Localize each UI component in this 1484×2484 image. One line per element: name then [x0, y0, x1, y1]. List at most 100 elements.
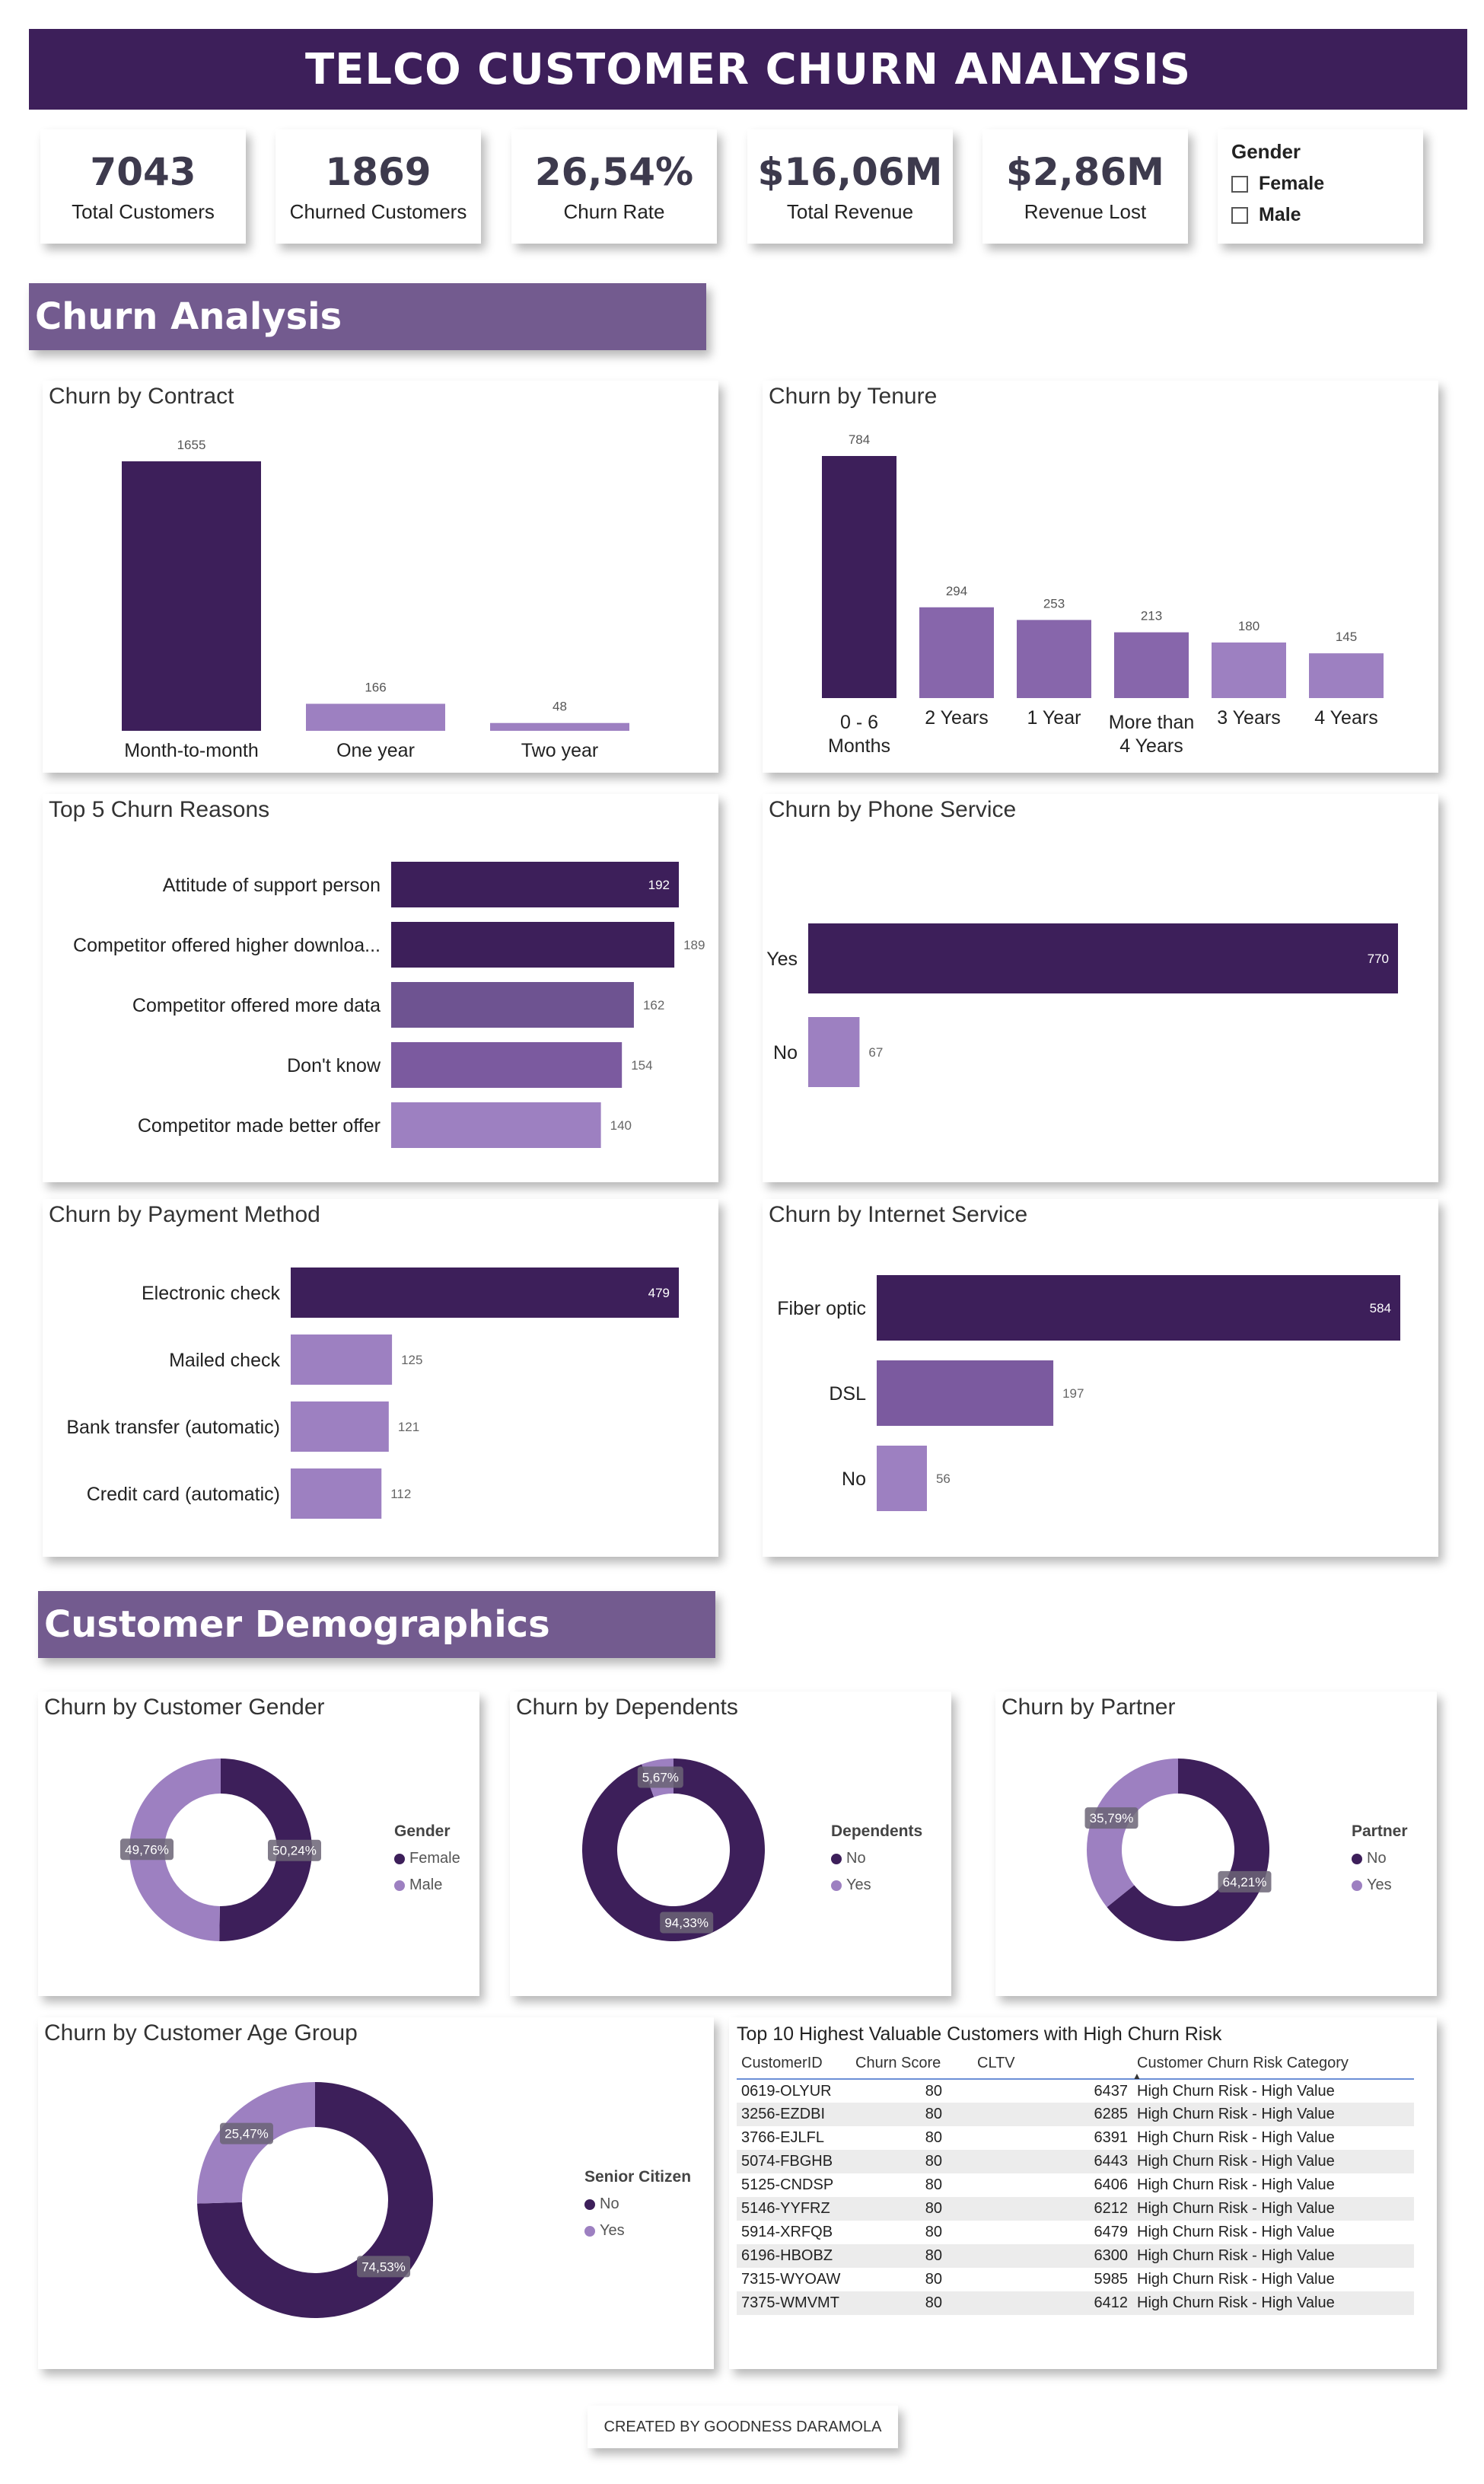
category-label-2: Bank transfer (automatic) [66, 1417, 280, 1438]
category-label-2: 1 Year [1027, 707, 1081, 729]
table-cell: 80 [851, 2103, 973, 2126]
category-label-1: One year [336, 740, 415, 761]
category-label-2: Competitor offered more data [132, 995, 381, 1016]
category-label-2: Two year [521, 740, 598, 761]
legend-label: No [1367, 1850, 1387, 1867]
bar-2 [291, 1401, 389, 1452]
category-label-0: Electronic check [142, 1283, 281, 1304]
table-row[interactable]: 6196-HBOBZ 80 6300 High Churn Risk - High V… [737, 2244, 1414, 2268]
footer-credit: CREATED BY GOODNESS DARAMOLA [588, 2406, 898, 2448]
bar-0 [391, 862, 679, 907]
kpi-label: Churn Rate [563, 199, 665, 223]
table-cell: High Churn Risk - High Value [1132, 2291, 1414, 2315]
legend-title: Senior Citizen [584, 2168, 692, 2186]
table-cell: 5914-XRFQB [741, 2224, 833, 2240]
chart-title: Churn by Customer Gender [44, 1695, 325, 1720]
category-label-0: Yes [766, 949, 798, 970]
chart-gender: 50,24% 49,76% [120, 1759, 321, 1941]
legend-label: No [846, 1850, 866, 1867]
slice-label-0: 64,21% [1223, 1875, 1267, 1889]
legend-item: Yes [584, 2222, 691, 2240]
chart-title: Top 5 Churn Reasons [49, 797, 270, 822]
table-cell: High Churn Risk - High Value [1132, 2150, 1414, 2173]
chart-card-dependents: Churn by Dependents 94,33% 5,67% Dependen… [510, 1692, 951, 1996]
table-cell: High Churn Risk - High Value [1137, 2224, 1335, 2240]
legend-label: Male [409, 1877, 443, 1893]
chart-card-partner: Churn by Partner 64,21% 35,79% Partner No… [995, 1692, 1437, 1996]
bar-5 [1309, 653, 1384, 698]
column-header-customer-id[interactable]: CustomerID [737, 2050, 851, 2080]
chart-card-gender: Churn by Customer Gender 50,24% 49,76% Ge… [38, 1692, 479, 1996]
slicer-header: Gender [1231, 140, 1301, 163]
bar-1 [919, 607, 994, 698]
legend-dot [394, 1880, 405, 1891]
bar-2 [391, 982, 634, 1028]
table-body: 0619-OLYUR 80 6437 High Churn Risk - High V… [737, 2079, 1414, 2315]
table-row[interactable]: 5074-FBGHB 80 6443 High Churn Risk - High V… [737, 2150, 1414, 2173]
category-label-0: Month-to-month [124, 740, 258, 761]
bar-0 [122, 461, 261, 731]
table-cell: 80 [851, 2291, 973, 2315]
legend-item: Yes [1352, 1877, 1408, 1894]
data-label-3: 112 [390, 1487, 411, 1501]
gender-slicer: Gender Female Male [1218, 129, 1423, 244]
kpi-value: 1869 [325, 149, 432, 194]
table-cell: High Churn Risk - High Value [1137, 2129, 1335, 2146]
bar-1 [877, 1360, 1054, 1426]
slice-label-bg-1 [1084, 1807, 1138, 1829]
kpi-value: $16,06M [757, 149, 943, 194]
table-row[interactable]: 5146-YYFRZ 80 6212 High Churn Risk - High V… [737, 2197, 1414, 2221]
table-cell: High Churn Risk - High Value [1132, 2103, 1414, 2126]
kpi-value: $2,86M [1006, 149, 1164, 194]
data-label-1: 197 [1062, 1386, 1084, 1401]
table-cell: 80 [851, 2244, 973, 2268]
table-row[interactable]: 7375-WMVMT 80 6412 High Churn Risk - High V… [737, 2291, 1414, 2315]
table-card-high-risk-customers: Top 10 Highest Valuable Customers with H… [729, 2017, 1437, 2369]
column-header-churn-score[interactable]: Churn Score [851, 2050, 973, 2080]
column-header-cltv[interactable]: CLTV [973, 2050, 1132, 2080]
slice-1 [1087, 1759, 1178, 1908]
category-label-3: More than 4 Years [1109, 712, 1195, 757]
table-row[interactable]: 3256-EZDBI 80 6285 High Churn Risk - High V… [737, 2103, 1414, 2126]
slice-label-0: 50,24% [272, 1844, 317, 1858]
data-label-1: 294 [946, 584, 967, 598]
table-row[interactable]: 5125-CNDSP 80 6406 High Churn Risk - High V… [737, 2173, 1414, 2197]
table-cell: 6391 [1094, 2129, 1129, 2146]
high-risk-customers-table: CustomerID Churn Score CLTV Customer Chu… [737, 2050, 1414, 2315]
category-label-4: Competitor made better offer [138, 1115, 381, 1137]
data-label-2: 162 [643, 998, 664, 1012]
slice-0 [1107, 1759, 1269, 1941]
slicer-option-female[interactable]: Female [1231, 173, 1409, 195]
checkbox-icon[interactable] [1231, 175, 1248, 193]
checkbox-icon[interactable] [1231, 206, 1248, 224]
legend-item: Female [394, 1850, 460, 1867]
table-cell: 80 [851, 2197, 973, 2221]
slice-label-bg-1 [637, 1766, 683, 1788]
table-cell: 6300 [973, 2244, 1132, 2268]
table-cell: 80 [925, 2271, 942, 2288]
chart-internet: Fiber optic 584 DSL 197 No 56 [777, 1275, 1400, 1511]
table-cell: 3256-EZDBI [737, 2103, 851, 2126]
legend-gender: Gender Female Male [394, 1822, 460, 1894]
table-row[interactable]: 3766-EJLFL 80 6391 High Churn Risk - High V… [737, 2126, 1414, 2150]
bar-0 [822, 456, 896, 698]
chart-card-reasons: Top 5 Churn Reasons Attitude of support … [43, 794, 718, 1182]
chart-card-contract: Churn by Contract 1655 Month-to-month 166 O… [43, 381, 718, 773]
legend-dot [1352, 1880, 1362, 1891]
bar-0 [808, 923, 1398, 993]
legend-title: Partner [1352, 1822, 1408, 1840]
slicer-option-male[interactable]: Male [1231, 204, 1409, 226]
table-cell: 80 [851, 2150, 973, 2173]
column-header-risk-category[interactable]: Customer Churn Risk Category ▲ [1132, 2050, 1414, 2081]
chart-title: Churn by Partner [1002, 1695, 1176, 1720]
table-row[interactable]: 7315-WYOAW 80 5985 High Churn Risk - High V… [737, 2268, 1414, 2291]
legend-item: Yes [831, 1877, 922, 1894]
sort-ascending-icon[interactable]: ▲ [1132, 2071, 1142, 2081]
table-row[interactable]: 5914-XRFQB 80 6479 High Churn Risk - High V… [737, 2221, 1414, 2244]
chart-card-internet: Churn by Internet Service Fiber optic 584… [763, 1199, 1438, 1557]
category-label-4: 3 Years [1217, 707, 1280, 729]
table-row[interactable]: 0619-OLYUR 80 6437 High Churn Risk - High V… [737, 2079, 1414, 2103]
kpi-label: Revenue Lost [1024, 199, 1147, 223]
legend-label: Female [409, 1850, 460, 1867]
kpi-churned-customers: 1869 Churned Customers [275, 129, 481, 244]
